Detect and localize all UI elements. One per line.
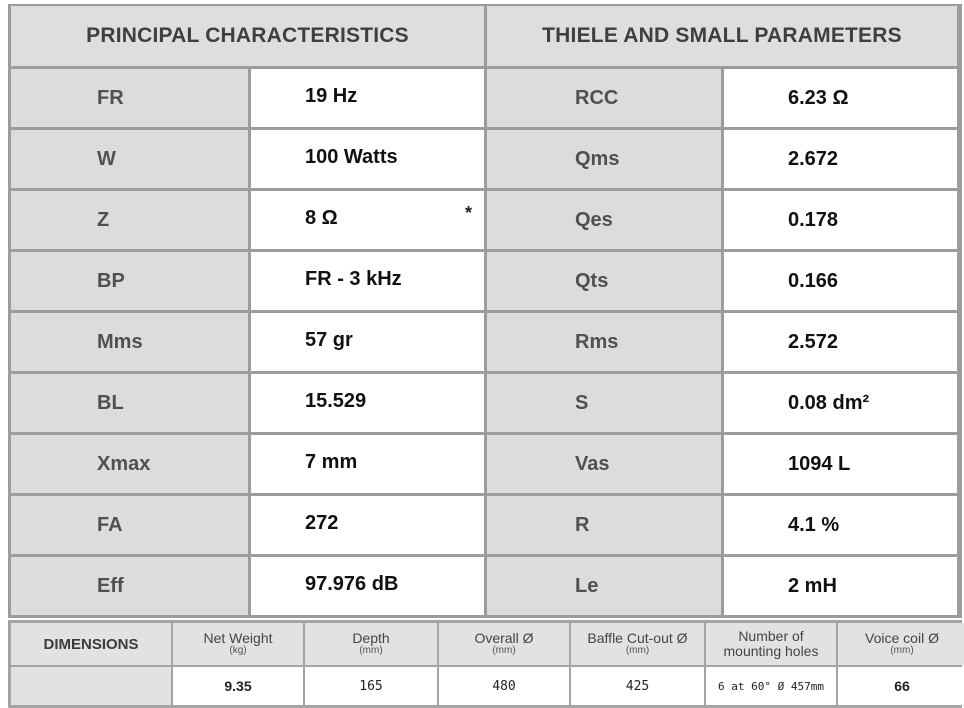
dim-unit: (mm)	[359, 645, 383, 657]
dim-value-voice-coil: 66	[838, 667, 964, 705]
param-label: Z	[11, 191, 248, 249]
dim-unit: (kg)	[229, 645, 247, 657]
ts-value: 2.672	[724, 130, 957, 188]
param-label: FA	[11, 496, 248, 554]
param-label: Xmax	[11, 435, 248, 493]
param-value: 97.976 dB	[251, 557, 484, 615]
param-value: 8 Ω	[305, 207, 338, 229]
param-label: Mms	[11, 313, 248, 371]
ts-label: Qms	[487, 130, 721, 188]
param-label: BL	[11, 374, 248, 432]
dim-value-net-weight: 9.35	[173, 667, 303, 705]
param-label: BP	[11, 252, 248, 310]
ts-value: 0.08 dm²	[724, 374, 957, 432]
ts-label: Qts	[487, 252, 721, 310]
param-value: 19 Hz	[251, 69, 484, 127]
principal-header: PRINCIPAL CHARACTERISTICS	[11, 6, 484, 66]
param-label: FR	[11, 69, 248, 127]
dim-title-line2: mounting holes	[723, 643, 819, 659]
dim-title: Baffle Cut-out Ø	[587, 630, 688, 647]
ts-header: THIELE AND SMALL PARAMETERS	[487, 6, 957, 66]
param-value: 15.529	[251, 374, 484, 432]
ts-value: 4.1 %	[724, 496, 957, 554]
ts-label: S	[487, 374, 721, 432]
ts-label: Vas	[487, 435, 721, 493]
dim-title: Net Weight	[203, 630, 273, 647]
dim-value-mounting-holes: 6 at 60° Ø 457mm	[706, 667, 836, 705]
dim-title: Number of	[738, 628, 804, 645]
dim-value-overall: 480	[439, 667, 569, 705]
param-value: 100 Watts	[251, 130, 484, 188]
param-value: 57 gr	[251, 313, 484, 371]
dim-unit: (mm)	[625, 645, 650, 657]
dim-title: Overall Ø	[474, 630, 534, 647]
ts-label: R	[487, 496, 721, 554]
dim-value-depth: 165	[305, 667, 437, 705]
param-value-cell: 8 Ω *	[251, 191, 484, 249]
dim-unit: (mm)	[890, 645, 914, 657]
dim-blank-cell	[11, 667, 171, 705]
spec-table: PRINCIPAL CHARACTERISTICS THIELE AND SMA…	[8, 4, 964, 708]
dimensions-table: DIMENSIONS Net Weight (kg) Depth (mm) Ov…	[8, 618, 964, 708]
param-value: 7 mm	[251, 435, 484, 493]
ts-value: 0.166	[724, 252, 957, 310]
dim-title: Voice coil Ø	[865, 630, 939, 647]
ts-label: Qes	[487, 191, 721, 249]
parameters-grid: PRINCIPAL CHARACTERISTICS THIELE AND SMA…	[8, 4, 962, 618]
param-label: Eff	[11, 557, 248, 615]
ts-label: RCC	[487, 69, 721, 127]
ts-value: 0.178	[724, 191, 957, 249]
param-label: W	[11, 130, 248, 188]
param-value: 272	[251, 496, 484, 554]
ts-value: 2.572	[724, 313, 957, 371]
param-value: FR - 3 kHz	[251, 252, 484, 310]
dim-header-voice-coil: Voice coil Ø (mm)	[838, 623, 964, 665]
ts-value: 1094 L	[724, 435, 957, 493]
ts-value: 6.23 Ω	[724, 69, 957, 127]
dim-unit: (mm)	[492, 645, 516, 657]
dim-header-overall: Overall Ø (mm)	[439, 623, 569, 665]
ts-label: Le	[487, 557, 721, 615]
ts-value: 2 mH	[724, 557, 957, 615]
dim-header-depth: Depth (mm)	[305, 623, 437, 665]
dim-value-baffle: 425	[571, 667, 704, 705]
dim-header-net-weight: Net Weight (kg)	[173, 623, 303, 665]
dim-header-baffle: Baffle Cut-out Ø (mm)	[571, 623, 704, 665]
dimensions-label: DIMENSIONS	[11, 623, 171, 665]
dim-header-mounting-holes: Number of mounting holes	[706, 623, 836, 665]
dim-title: Depth	[352, 630, 390, 647]
footnote-marker: *	[464, 203, 472, 223]
ts-label: Rms	[487, 313, 721, 371]
